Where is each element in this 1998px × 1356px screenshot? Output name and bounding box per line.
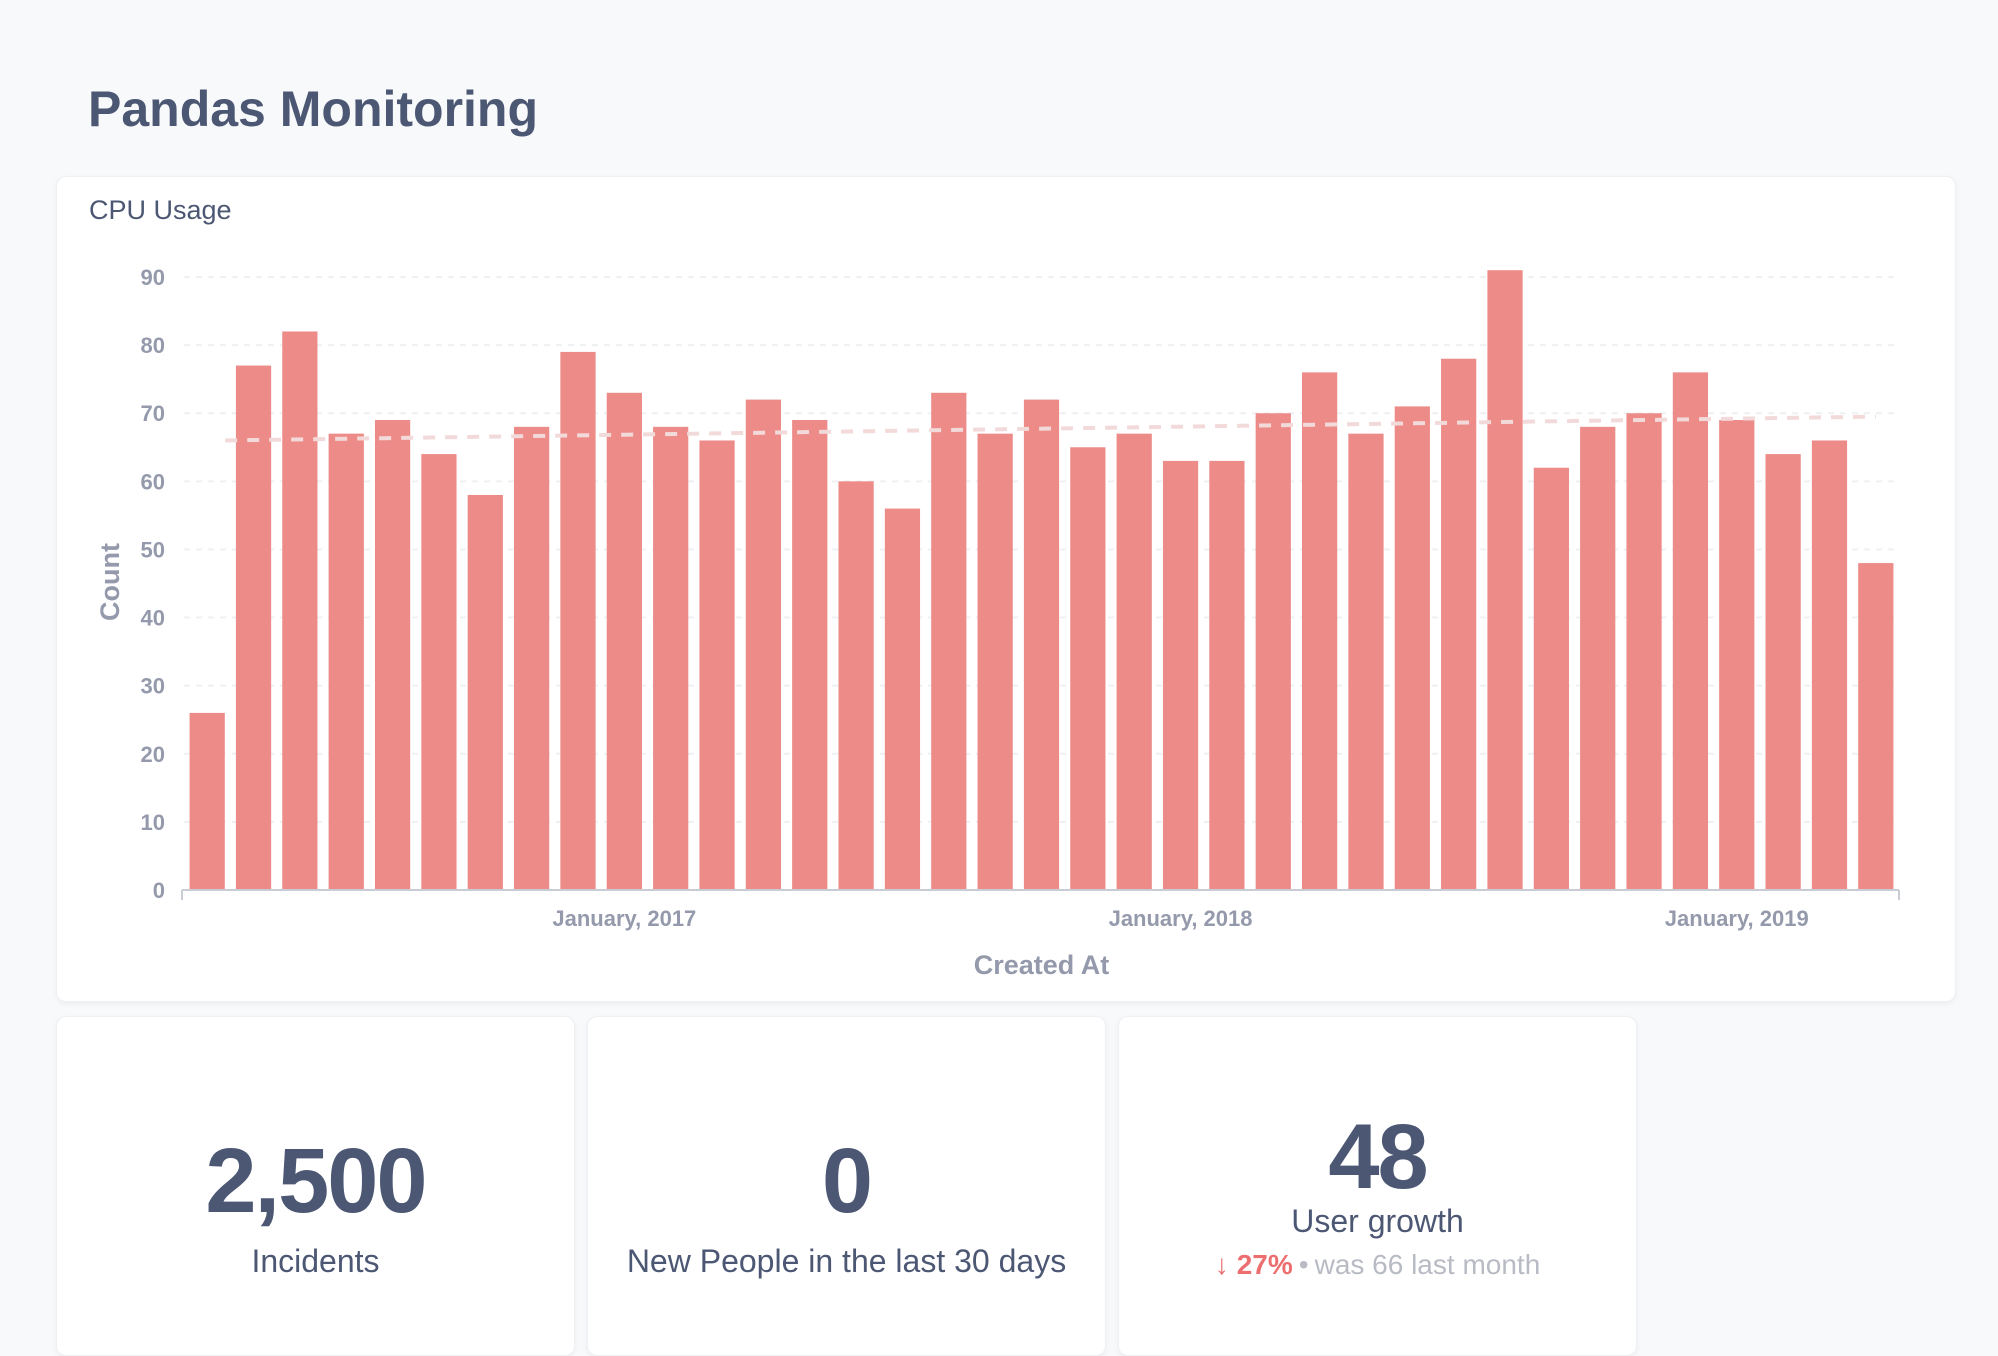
bar[interactable] [977, 433, 1013, 890]
y-tick-label: 40 [141, 606, 165, 631]
y-axis-title: Count [95, 543, 125, 621]
y-tick-label: 0 [153, 878, 165, 903]
card-title[interactable]: CPU Usage [89, 195, 232, 225]
bar[interactable] [606, 392, 642, 890]
bar[interactable] [1116, 433, 1152, 890]
bar[interactable] [1162, 460, 1199, 890]
user-growth-value: 48 [1328, 1106, 1428, 1208]
new-people-value: 0 [821, 1130, 873, 1232]
bar[interactable] [792, 420, 828, 890]
bar[interactable] [560, 351, 596, 890]
separator-dot: • [1298, 1249, 1309, 1280]
x-tick-label: January, 2017 [552, 906, 696, 931]
bar[interactable] [653, 426, 689, 890]
y-tick-label: 60 [141, 469, 165, 494]
x-axis-ticks: January, 2017 January, 2018 January, 2019 [552, 906, 1808, 931]
bar[interactable] [1580, 426, 1616, 890]
bar[interactable] [328, 433, 364, 890]
new-people-label: New People in the last 30 days [626, 1243, 1067, 1279]
bar[interactable] [374, 420, 411, 890]
cpu-usage-card[interactable]: CPU Usage 0 10 20 30 40 50 60 70 80 90 January, 2… [56, 176, 1956, 1002]
y-tick-label: 90 [141, 265, 165, 290]
bar[interactable] [838, 481, 874, 890]
bar[interactable] [1858, 563, 1894, 890]
page-title: Pandas Monitoring [88, 81, 538, 137]
bar[interactable] [884, 508, 921, 890]
axes [181, 889, 1900, 900]
y-axis-ticks: 0 10 20 30 40 50 60 70 80 90 [141, 265, 165, 903]
user-growth-label: User growth [1291, 1203, 1464, 1239]
y-tick-label: 20 [141, 742, 165, 767]
bar[interactable] [421, 454, 457, 890]
bar[interactable] [1441, 358, 1477, 890]
bar[interactable] [1255, 413, 1291, 890]
growth-percent: 27% [1236, 1249, 1293, 1280]
bars [189, 270, 1894, 890]
bar[interactable] [699, 440, 735, 890]
x-tick-label: January, 2019 [1665, 906, 1809, 931]
incidents-card[interactable]: 2,500 Incidents [56, 1016, 575, 1356]
growth-comparison: ↓ 27% • was 66 last month [1119, 1249, 1636, 1281]
y-tick-label: 70 [141, 401, 165, 426]
bar[interactable] [1394, 406, 1430, 890]
incidents-label: Incidents [251, 1243, 380, 1279]
bar[interactable] [514, 426, 550, 890]
growth-previous: was 66 last month [1314, 1249, 1541, 1280]
y-tick-label: 80 [141, 333, 165, 358]
incidents-value: 2,500 [205, 1130, 427, 1232]
bar[interactable] [745, 399, 782, 890]
arrow-down-icon: ↓ [1214, 1249, 1229, 1280]
bar[interactable] [1626, 413, 1662, 890]
user-growth-card[interactable]: 48 User growth ↓ 27% • was 66 last month [1118, 1016, 1637, 1356]
bar[interactable] [1070, 447, 1106, 890]
bar[interactable] [467, 494, 503, 890]
y-tick-label: 50 [141, 537, 165, 562]
bar[interactable] [1209, 460, 1245, 890]
bar[interactable] [1301, 372, 1338, 890]
bar[interactable] [189, 712, 225, 890]
bar[interactable] [235, 365, 272, 890]
x-axis-title: Created At [974, 950, 1110, 980]
bar[interactable] [1487, 270, 1523, 890]
bar[interactable] [1348, 433, 1384, 890]
bar[interactable] [282, 331, 318, 890]
bar[interactable] [1533, 467, 1569, 890]
bar[interactable] [1023, 399, 1060, 890]
bar[interactable] [1765, 454, 1801, 890]
y-tick-label: 30 [141, 674, 165, 699]
y-tick-label: 10 [141, 810, 165, 835]
bar[interactable] [1719, 420, 1755, 890]
new-people-card[interactable]: 0 New People in the last 30 days [587, 1016, 1106, 1356]
bar[interactable] [1672, 372, 1709, 890]
trend-line [225, 414, 1876, 443]
bar[interactable] [1811, 440, 1848, 890]
x-tick-label: January, 2018 [1109, 906, 1253, 931]
bar[interactable] [931, 392, 967, 890]
